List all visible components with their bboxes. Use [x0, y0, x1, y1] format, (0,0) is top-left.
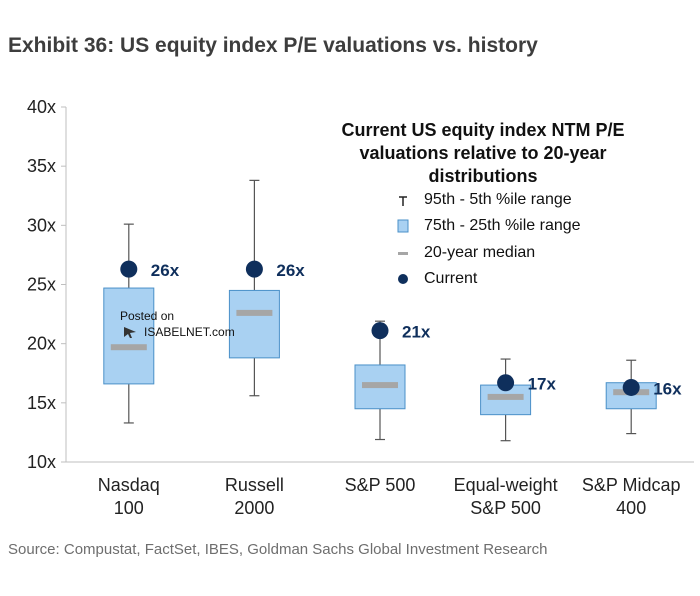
x-category-label: Russell — [225, 475, 284, 495]
current-dot — [245, 260, 263, 278]
y-tick-label: 15x — [27, 393, 56, 413]
current-dot — [120, 260, 138, 278]
legend-item-label: 20-year median — [424, 244, 535, 261]
current-value-label: 26x — [151, 261, 180, 280]
category-group: 26x — [103, 223, 180, 424]
current-dot — [497, 374, 515, 392]
chart-title: Exhibit 36: US equity index P/E valuatio… — [8, 34, 538, 57]
watermark-line2: ISABELNET.com — [144, 325, 235, 339]
arrow-cursor-icon — [124, 327, 136, 338]
iqr-box — [103, 287, 155, 385]
x-category-label: Nasdaq — [98, 475, 160, 495]
y-tick-label: 40x — [27, 97, 56, 117]
x-category-label: 2000 — [234, 498, 274, 518]
x-axis: Nasdaq 100 Russell 2000 S&P 500 Equal-weight S… — [98, 475, 681, 518]
median-bar — [487, 393, 524, 400]
legend-title: valuations relative to 20-year — [359, 143, 606, 163]
legend-title: Current US equity index NTM P/E — [341, 120, 624, 140]
y-tick-label: 10x — [27, 452, 56, 472]
legend-box-symbol — [397, 219, 409, 233]
source-note: Source: Compustat, FactSet, IBES, Goldma… — [8, 541, 548, 558]
median-bar — [110, 344, 147, 351]
median-bar — [236, 309, 273, 316]
legend: Current US equity index NTM P/E valuation… — [341, 120, 624, 287]
current-dot — [371, 322, 389, 340]
x-category-label: Equal-weight — [454, 475, 558, 495]
y-tick-label: 20x — [27, 334, 56, 354]
median-bar — [362, 382, 398, 389]
category-group: 17x — [480, 358, 557, 442]
watermark-line1: Posted on — [120, 309, 175, 323]
legend-dot-symbol — [398, 274, 408, 284]
x-category-label: S&P 500 — [470, 498, 541, 518]
legend-title: distributions — [429, 166, 538, 186]
y-tick-label: 30x — [27, 215, 56, 235]
x-category-label: S&P 500 — [345, 475, 416, 495]
x-category-label: S&P Midcap — [582, 475, 681, 495]
category-group: 16x — [605, 359, 682, 435]
legend-item-label: Current — [424, 270, 478, 287]
legend-item-label: 95th - 5th %ile range — [424, 191, 572, 208]
current-value-label: 26x — [276, 261, 305, 280]
category-group: 21x — [354, 320, 431, 441]
current-value-label: 17x — [528, 375, 557, 394]
legend-item-label: 75th - 25th %ile range — [424, 217, 581, 234]
y-tick-label: 25x — [27, 275, 56, 295]
x-category-label: 100 — [114, 498, 144, 518]
current-value-label: 21x — [402, 323, 431, 342]
current-dot — [622, 378, 640, 396]
legend-median-symbol — [398, 252, 408, 255]
category-group: 26x — [228, 179, 305, 397]
y-axis: 10x 15x 20x 25x 30x 35x 40x — [27, 97, 694, 472]
y-tick-label: 35x — [27, 156, 56, 176]
x-category-label: 400 — [616, 498, 646, 518]
watermark: Posted on ISABELNET.com — [114, 308, 235, 340]
iqr-box — [228, 289, 280, 359]
current-value-label: 16x — [653, 379, 682, 398]
plot-area: 26x 26x 21x 17x 16x — [103, 179, 682, 442]
